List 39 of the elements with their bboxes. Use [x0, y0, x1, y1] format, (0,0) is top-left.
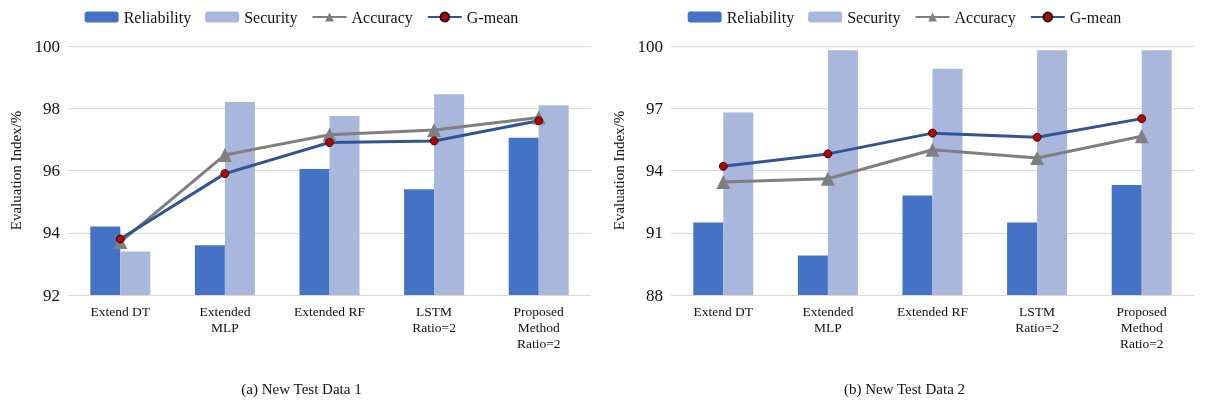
point [217, 147, 232, 162]
y-tick-label: 100 [34, 36, 60, 56]
x-tick-label: Extended RF [897, 303, 969, 319]
x-tick-label: LSTM Ratio=2 [412, 303, 456, 335]
x-tick-label: Extended MLP [199, 303, 251, 335]
y-tick-label: 97 [646, 98, 664, 118]
x-tick-label: LSTM Ratio=2 [1015, 303, 1059, 335]
x-tick-label: Proposed Method Ratio=2 [513, 303, 565, 351]
x-tick-label: Extend DT [90, 303, 151, 319]
x-tick-label: Extended RF [294, 303, 366, 319]
y-tick-label: 91 [646, 223, 663, 243]
legend-label: G-mean [466, 8, 519, 26]
text: (a) New Test Data 1 [241, 380, 362, 398]
y-tick-label: 98 [43, 98, 60, 118]
text: (b) New Test Data 2 [843, 380, 966, 398]
y-axis-title: Evaluation Index/% [8, 110, 25, 231]
x-tick-label: Extend DT [693, 303, 754, 319]
point [1134, 129, 1149, 144]
y-tick-label: 94 [43, 223, 61, 243]
legend-label: G-mean [1069, 8, 1122, 26]
y-tick-label: 88 [646, 285, 663, 305]
y-tick-label: 94 [646, 161, 664, 180]
legend-label: Reliability [726, 8, 795, 27]
y-tick-label: 92 [43, 285, 60, 305]
point [1030, 151, 1045, 166]
point [820, 171, 835, 186]
y-tick-label: 100 [637, 36, 663, 56]
y-axis-title: Evaluation Index/% [611, 110, 628, 231]
y-tick-label: 96 [43, 161, 60, 180]
legend-label: Reliability [123, 8, 192, 27]
x-tick-label: Extended MLP [802, 303, 854, 335]
legend-label: Accuracy [351, 8, 413, 27]
legend-label: Security [244, 8, 298, 27]
point [716, 174, 731, 189]
point [925, 142, 940, 157]
x-tick-label: Proposed Method Ratio=2 [1116, 303, 1168, 351]
legend-label: Security [847, 8, 901, 27]
legend-label: Accuracy [954, 8, 1016, 27]
point [427, 123, 442, 138]
